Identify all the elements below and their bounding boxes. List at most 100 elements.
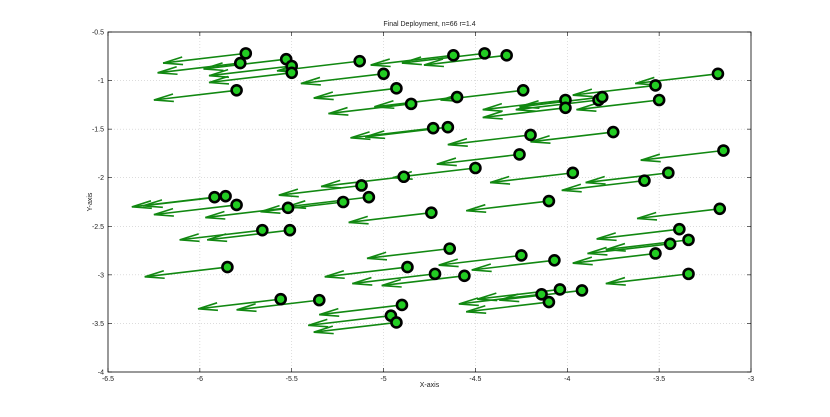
- direction-arrow: [636, 208, 720, 221]
- sensor-point: [395, 298, 409, 312]
- sensor-point: [553, 283, 567, 296]
- direction-arrow: [324, 266, 408, 280]
- direction-arrow: [352, 273, 436, 286]
- direction-arrow: [153, 204, 237, 217]
- direction-arrow: [208, 65, 292, 78]
- sensor-point: [458, 269, 471, 283]
- sensor-point: [404, 97, 418, 111]
- sensor-point: [513, 148, 526, 161]
- direction-arrow: [308, 314, 392, 328]
- sensor-point: [274, 292, 287, 306]
- direction-arrow: [319, 304, 403, 317]
- direction-arrow: [482, 106, 566, 120]
- direction-arrow: [489, 172, 573, 185]
- y-tick-label: -2: [98, 175, 104, 182]
- direction-arrow: [162, 52, 246, 66]
- direction-arrow: [605, 273, 689, 286]
- sensor-point: [377, 67, 390, 81]
- x-tick-label: -3: [748, 376, 754, 383]
- sensor-point: [450, 90, 464, 104]
- direction-arrow: [466, 301, 550, 315]
- direction-arrow: [206, 229, 290, 243]
- direction-arrow: [530, 131, 614, 145]
- y-axis-title: Y-axis: [87, 192, 94, 211]
- sensor-point: [239, 47, 253, 60]
- sensor-point: [662, 166, 675, 180]
- plot-frame: [107, 31, 752, 373]
- sensor-point: [285, 66, 299, 80]
- chart-title: Final Deployment, n=66 r=1.4: [383, 21, 475, 28]
- direction-arrow: [458, 293, 542, 307]
- direction-arrow: [153, 89, 237, 103]
- direction-arrow: [471, 259, 555, 273]
- sensor-point: [663, 237, 677, 251]
- sensor-point: [516, 83, 530, 97]
- x-axis-title: X-axis: [420, 382, 440, 389]
- direction-arrow: [366, 247, 450, 261]
- direction-arrow: [260, 201, 344, 214]
- sensor-point: [281, 201, 295, 215]
- sensor-point: [575, 284, 589, 297]
- sensor-point: [312, 293, 326, 307]
- sensor-point: [673, 222, 686, 236]
- y-tick-label: -4: [98, 370, 104, 377]
- sensor-point: [283, 223, 297, 237]
- x-tick-label: -4: [564, 376, 570, 383]
- direction-arrow: [278, 184, 362, 198]
- sensor-point: [469, 161, 482, 175]
- sensor-point: [428, 267, 442, 281]
- direction-arrow: [313, 321, 397, 335]
- sensor-point: [355, 179, 368, 192]
- sensor-point: [542, 194, 556, 208]
- direction-arrow: [576, 99, 660, 112]
- sensor-point: [713, 202, 727, 216]
- sensor-point: [548, 253, 561, 267]
- y-tick-label: -1.5: [92, 127, 104, 134]
- sensor-point: [535, 287, 548, 301]
- x-tick-label: -3.5: [653, 376, 665, 383]
- direction-arrow: [447, 134, 531, 147]
- sensor-point: [221, 260, 234, 274]
- x-tick-label: -5.5: [286, 376, 298, 383]
- sensor-point: [230, 198, 243, 212]
- sensor-point: [353, 54, 366, 68]
- y-tick-label: -1: [98, 78, 104, 85]
- sensor-point: [652, 93, 666, 107]
- direction-arrow: [313, 87, 397, 101]
- direction-arrow: [300, 72, 384, 86]
- sensor-point: [362, 190, 376, 204]
- sensor-point: [447, 49, 460, 62]
- direction-arrow: [572, 84, 656, 98]
- sensor-point: [524, 128, 537, 142]
- sensor-point: [219, 189, 232, 203]
- sensor-point: [542, 295, 556, 309]
- sensor-point: [425, 206, 438, 219]
- sensor-point: [390, 316, 403, 329]
- direction-arrow: [640, 149, 724, 163]
- points-layer: [208, 47, 730, 329]
- direction-arrow: [157, 62, 241, 76]
- sensor-point: [595, 90, 609, 104]
- sensor-point: [711, 67, 725, 81]
- sensor-point: [230, 83, 243, 97]
- sensor-point: [426, 121, 440, 135]
- direction-arrow: [466, 200, 550, 214]
- sensor-point: [401, 260, 414, 274]
- direction-arrow: [585, 172, 669, 185]
- direction-arrow: [572, 252, 656, 266]
- direction-arrow: [596, 228, 680, 242]
- y-tick-label: -3: [98, 272, 104, 279]
- sensor-point: [682, 267, 695, 281]
- direction-arrow: [236, 299, 320, 313]
- sensor-point: [441, 120, 455, 134]
- direction-arrow: [401, 52, 485, 66]
- direction-arrow: [561, 179, 645, 193]
- sensor-point: [559, 101, 572, 115]
- sensor-point: [390, 82, 403, 95]
- sensor-point: [566, 166, 580, 180]
- direction-arrow: [144, 266, 228, 280]
- sensor-point: [233, 56, 247, 70]
- sensor-point: [606, 125, 620, 139]
- sensor-point: [649, 79, 662, 92]
